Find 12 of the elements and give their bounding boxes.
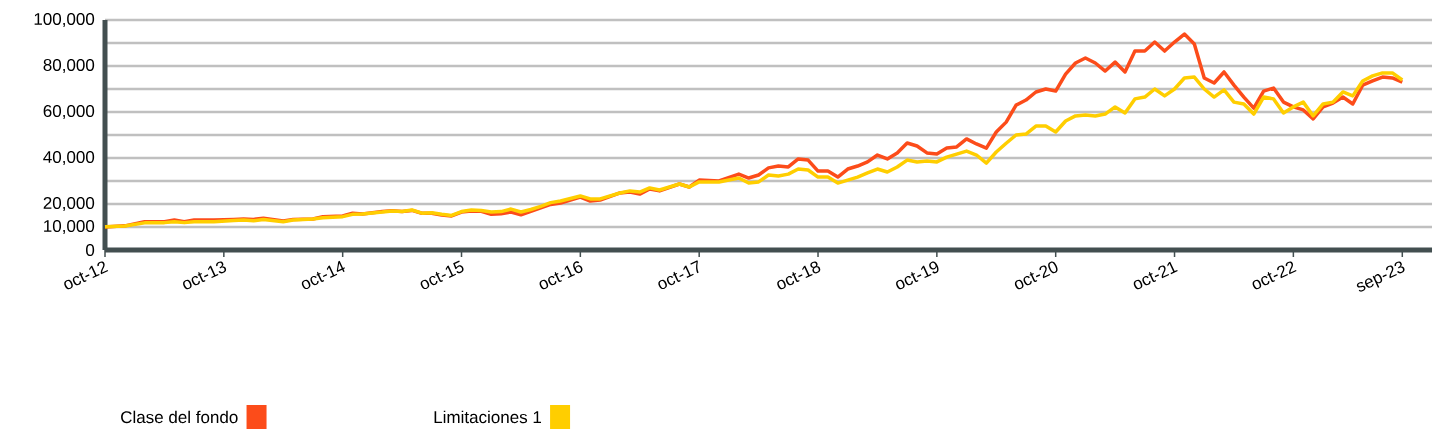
line-series	[103, 71, 1405, 229]
y-tick-label: 10,000	[44, 219, 95, 235]
y-tick-label: 0	[86, 243, 95, 257]
y-tick-label: 60,000	[43, 104, 95, 120]
x-tick-label: oct-14	[301, 260, 345, 290]
legend-label: Limitaciones 1	[434, 410, 542, 424]
y-tick-label: 100,000	[34, 12, 95, 28]
x-tick-label: oct-21	[1133, 261, 1178, 290]
legend-label: Clase del fondo	[121, 410, 238, 424]
y-tick-label: 80,000	[43, 58, 95, 74]
y-tick-label: 20,000	[43, 196, 95, 212]
y-tick-label: 40,000	[43, 150, 95, 166]
